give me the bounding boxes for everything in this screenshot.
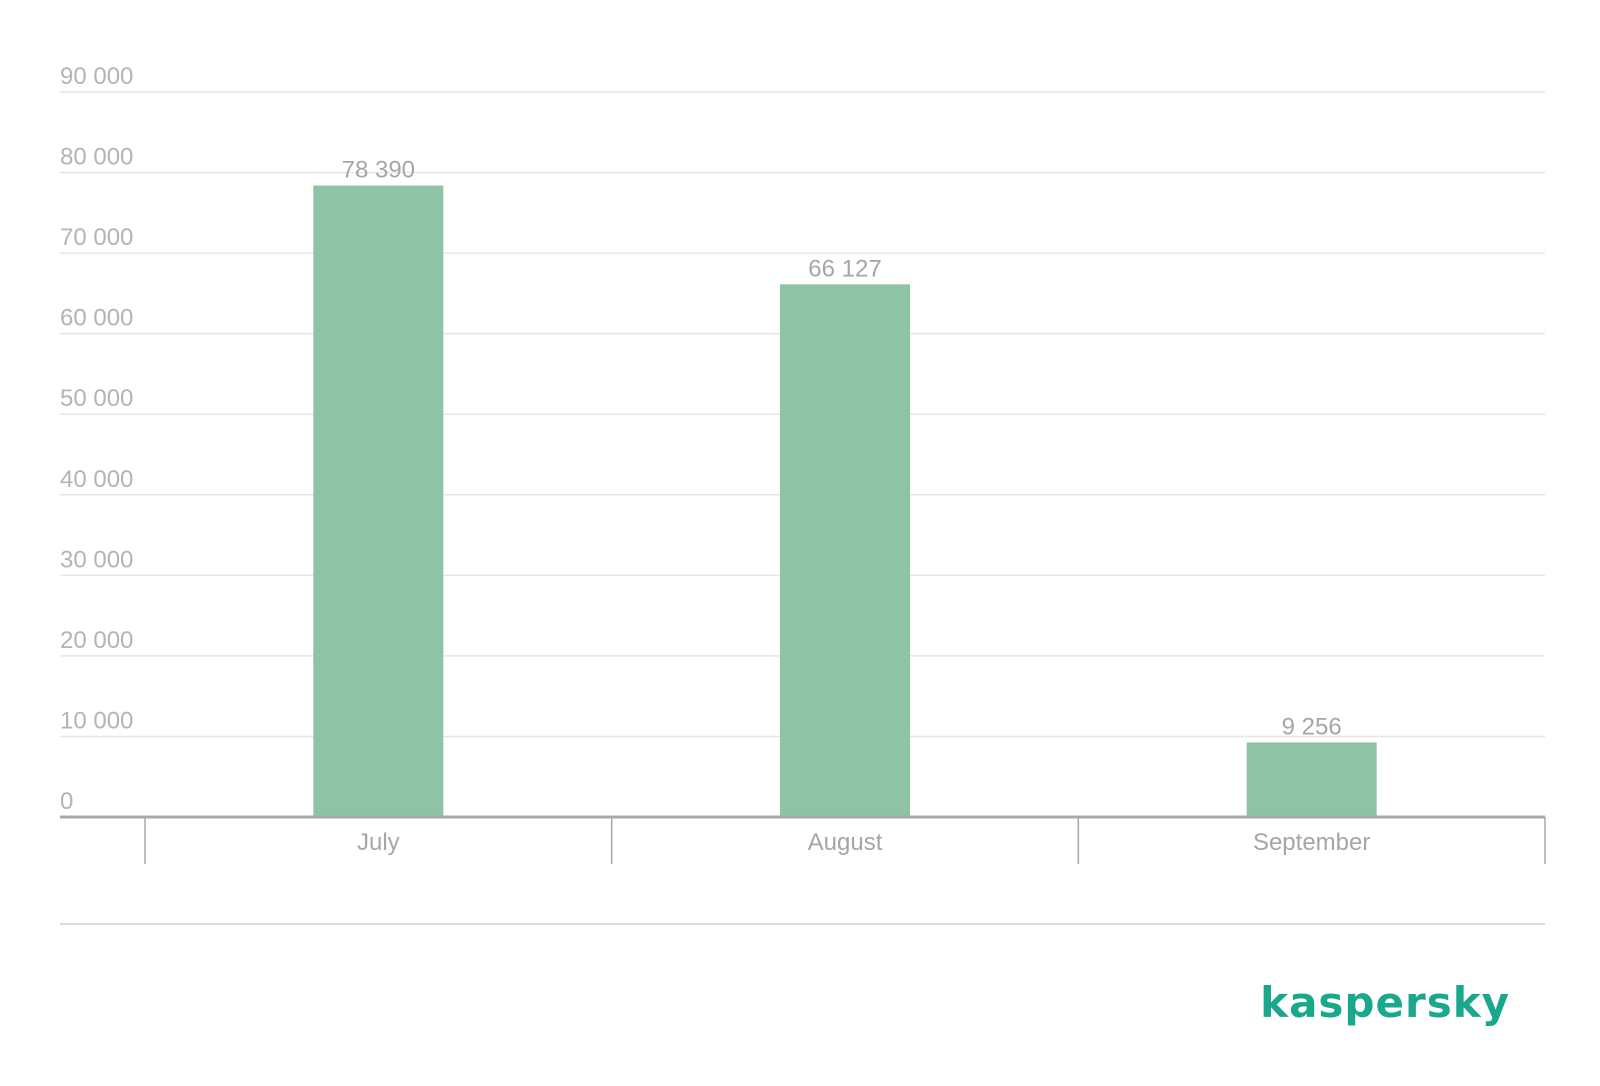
bars <box>313 185 1377 817</box>
x-tick-label: September <box>1253 829 1370 856</box>
x-tick-label: July <box>357 829 400 856</box>
y-tick-label: 0 <box>60 788 73 815</box>
y-tick-label: 70 000 <box>60 224 133 251</box>
x-tick-label: August <box>808 829 883 856</box>
x-axis-tick-labels: July August September <box>357 829 1370 856</box>
y-tick-label: 60 000 <box>60 305 133 332</box>
y-tick-label: 40 000 <box>60 466 133 493</box>
bar-july <box>313 185 444 817</box>
y-tick-label: 20 000 <box>60 627 133 654</box>
data-label: 78 390 <box>342 157 415 184</box>
y-tick-label: 90 000 <box>60 63 133 90</box>
y-tick-label: 10 000 <box>60 707 133 734</box>
bar-september <box>1246 742 1377 817</box>
kaspersky-logo: kaspersky <box>1260 978 1510 1027</box>
x-axis <box>60 815 1546 864</box>
data-labels: 78 390 66 127 9 256 <box>342 157 1342 741</box>
y-tick-label: 80 000 <box>60 144 133 171</box>
data-label: 9 256 <box>1282 713 1342 740</box>
bar-august <box>780 284 910 817</box>
data-label: 66 127 <box>808 255 881 282</box>
y-tick-label: 30 000 <box>60 546 133 573</box>
y-tick-label: 50 000 <box>60 385 133 412</box>
y-axis-tick-labels: 0 10 000 20 000 30 000 40 000 50 000 60 000 70 … <box>60 63 133 815</box>
